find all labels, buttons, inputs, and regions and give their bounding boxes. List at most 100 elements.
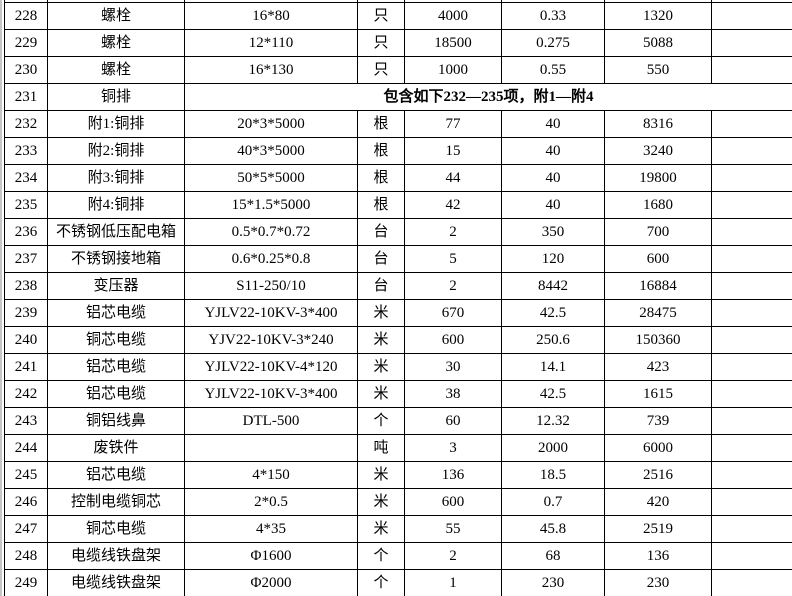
cell-item-name: 变压器: [48, 273, 185, 300]
cell-item-no: 230: [4, 57, 48, 84]
cell-amount: 700: [605, 219, 712, 246]
cell-blank: [712, 516, 792, 543]
cell-amount: 2519: [605, 516, 712, 543]
cell-spec: 4*35: [185, 516, 358, 543]
cell-unit-price: 2000: [502, 435, 605, 462]
cell-item-name: 附1:铜排: [48, 111, 185, 138]
cell-unit: 只: [358, 57, 405, 84]
cell-spec: YJLV22-10KV-3*400: [185, 300, 358, 327]
cell-unit: 个: [358, 543, 405, 570]
cell-quantity: 77: [405, 111, 502, 138]
cell-amount: 550: [605, 57, 712, 84]
cell-item-name: 控制电缆铜芯: [48, 489, 185, 516]
cell-blank: [712, 354, 792, 381]
cell-spec: 50*5*5000: [185, 165, 358, 192]
cell-unit-price: 8442: [502, 273, 605, 300]
cell-unit-price: 68: [502, 543, 605, 570]
cell-unit-price: 40: [502, 111, 605, 138]
cell-blank: [712, 138, 792, 165]
cell-spec: 0.5*0.7*0.72: [185, 219, 358, 246]
cell-amount: 28475: [605, 300, 712, 327]
cell-quantity: 1: [405, 570, 502, 596]
cell-item-name: 铝芯电缆: [48, 300, 185, 327]
cell-item-no: 239: [4, 300, 48, 327]
cell-item-name: 附3:铜排: [48, 165, 185, 192]
cell-unit: 根: [358, 192, 405, 219]
cell-item-no: 241: [4, 354, 48, 381]
cell-spec: [185, 435, 358, 462]
cell-spec: 12*110: [185, 30, 358, 57]
cell-amount: 150360: [605, 327, 712, 354]
cell-quantity: 60: [405, 408, 502, 435]
cell-unit: 台: [358, 246, 405, 273]
cell-spec: 2*0.5: [185, 489, 358, 516]
cell-amount: 1320: [605, 3, 712, 30]
cell-unit: 米: [358, 516, 405, 543]
table-top-stub: [185, 0, 358, 3]
cell-unit: 米: [358, 354, 405, 381]
cell-blank: [712, 462, 792, 489]
cell-item-name: 不锈钢接地箱: [48, 246, 185, 273]
table-top-stub: [48, 0, 185, 3]
cell-amount: 1615: [605, 381, 712, 408]
cell-unit-price: 0.275: [502, 30, 605, 57]
cell-spec: 16*130: [185, 57, 358, 84]
cell-unit: 米: [358, 462, 405, 489]
cell-spec: 16*80: [185, 3, 358, 30]
cell-item-name: 铜铝线鼻: [48, 408, 185, 435]
cell-unit: 台: [358, 219, 405, 246]
cell-item-no: 231: [4, 84, 48, 111]
cell-item-no: 229: [4, 30, 48, 57]
cell-blank: [712, 381, 792, 408]
cell-item-name: 不锈钢低压配电箱: [48, 219, 185, 246]
cell-unit-price: 45.8: [502, 516, 605, 543]
cell-quantity: 1000: [405, 57, 502, 84]
cell-item-no: 244: [4, 435, 48, 462]
cell-item-no: 248: [4, 543, 48, 570]
cell-quantity: 15: [405, 138, 502, 165]
table-top-stub: [712, 0, 792, 3]
cell-amount: 420: [605, 489, 712, 516]
cell-item-name: 铝芯电缆: [48, 354, 185, 381]
cell-unit-price: 250.6: [502, 327, 605, 354]
cell-spec: 20*3*5000: [185, 111, 358, 138]
cell-item-no: 243: [4, 408, 48, 435]
cell-item-name: 铜芯电缆: [48, 327, 185, 354]
cell-item-no: 247: [4, 516, 48, 543]
cell-amount: 5088: [605, 30, 712, 57]
cell-amount: 2516: [605, 462, 712, 489]
cell-spec: YJLV22-10KV-4*120: [185, 354, 358, 381]
cell-unit-price: 120: [502, 246, 605, 273]
cell-item-no: 236: [4, 219, 48, 246]
cell-unit: 根: [358, 111, 405, 138]
cell-unit: 米: [358, 300, 405, 327]
cell-item-name: 螺栓: [48, 3, 185, 30]
cell-unit-price: 0.7: [502, 489, 605, 516]
cell-item-name: 废铁件: [48, 435, 185, 462]
cell-amount: 230: [605, 570, 712, 596]
cell-item-name: 螺栓: [48, 57, 185, 84]
cell-unit: 个: [358, 408, 405, 435]
cell-amount: 136: [605, 543, 712, 570]
cell-blank: [712, 192, 792, 219]
cell-unit: 根: [358, 138, 405, 165]
cell-unit-price: 40: [502, 165, 605, 192]
cell-unit: 只: [358, 30, 405, 57]
cell-item-name: 铜排: [48, 84, 185, 111]
cell-quantity: 55: [405, 516, 502, 543]
table-top-stub: [358, 0, 405, 3]
cell-quantity: 44: [405, 165, 502, 192]
cell-amount: 8316: [605, 111, 712, 138]
cell-unit-price: 0.55: [502, 57, 605, 84]
cell-item-name: 铜芯电缆: [48, 516, 185, 543]
cell-item-name: 附4:铜排: [48, 192, 185, 219]
cell-quantity: 600: [405, 327, 502, 354]
cell-blank: [712, 3, 792, 30]
cell-unit: 个: [358, 570, 405, 596]
cell-item-no: 232: [4, 111, 48, 138]
cell-blank: [712, 300, 792, 327]
cell-quantity: 38: [405, 381, 502, 408]
cell-blank: [712, 57, 792, 84]
cell-quantity: 670: [405, 300, 502, 327]
cell-item-no: 233: [4, 138, 48, 165]
